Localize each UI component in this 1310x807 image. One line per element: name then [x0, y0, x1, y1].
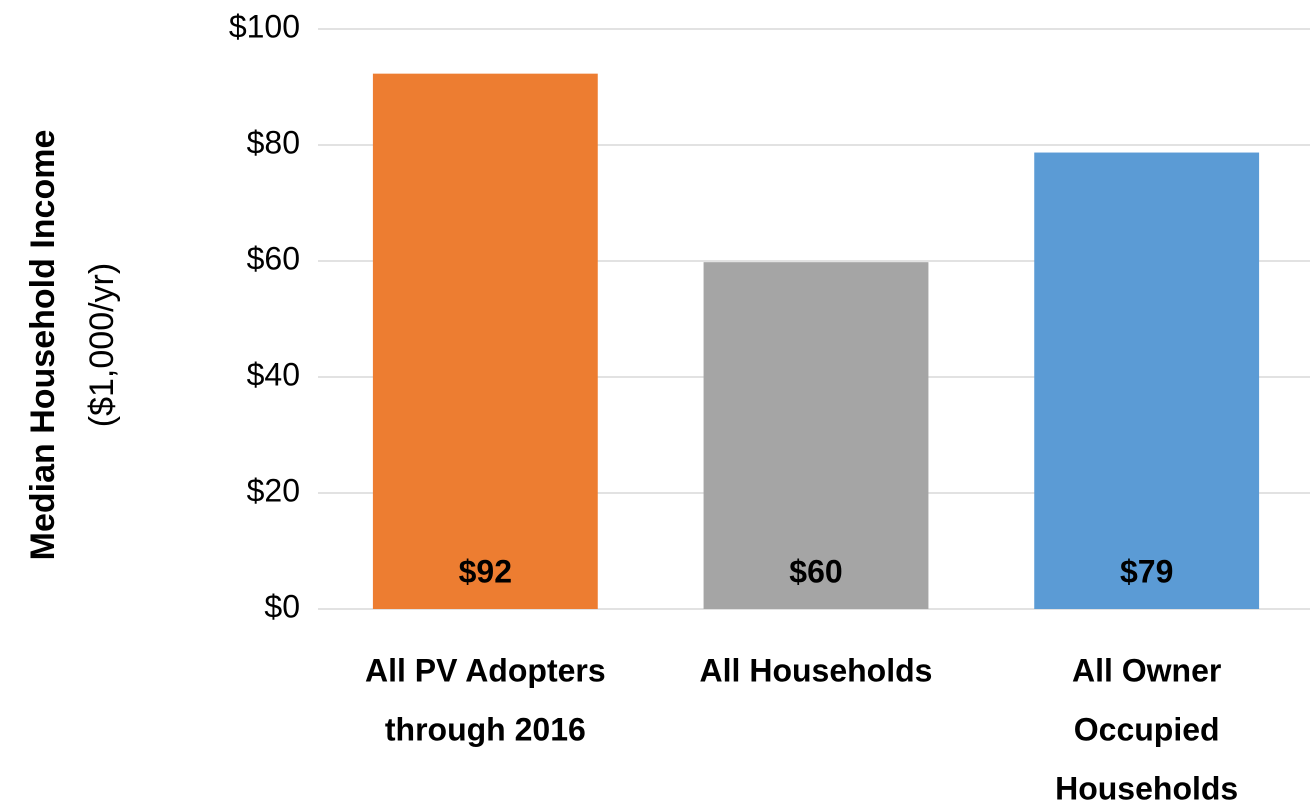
bar [372, 73, 598, 609]
bar [1034, 152, 1260, 610]
y-tick-label: $100 [229, 8, 300, 44]
x-tick-label: All Owner [1072, 652, 1221, 688]
bar [703, 262, 929, 609]
y-tick-label: $80 [247, 124, 300, 160]
y-tick-label: $0 [264, 588, 300, 624]
value-label: $60 [789, 553, 842, 589]
y-tick-label: $40 [247, 356, 300, 392]
value-label: $92 [459, 553, 512, 589]
value-label: $79 [1120, 553, 1173, 589]
y-tick-label: $60 [247, 240, 300, 276]
x-tick-label: All PV Adopters [365, 652, 606, 688]
x-tick-label: Households [1055, 770, 1238, 806]
x-tick-label: through 2016 [385, 711, 586, 747]
y-axis-title: Median Household Income [24, 130, 62, 561]
x-tick-label: All Households [700, 652, 933, 688]
x-tick-label: Occupied [1074, 711, 1220, 747]
y-axis-subtitle: ($1,000/yr) [83, 263, 121, 427]
y-tick-label: $20 [247, 472, 300, 508]
